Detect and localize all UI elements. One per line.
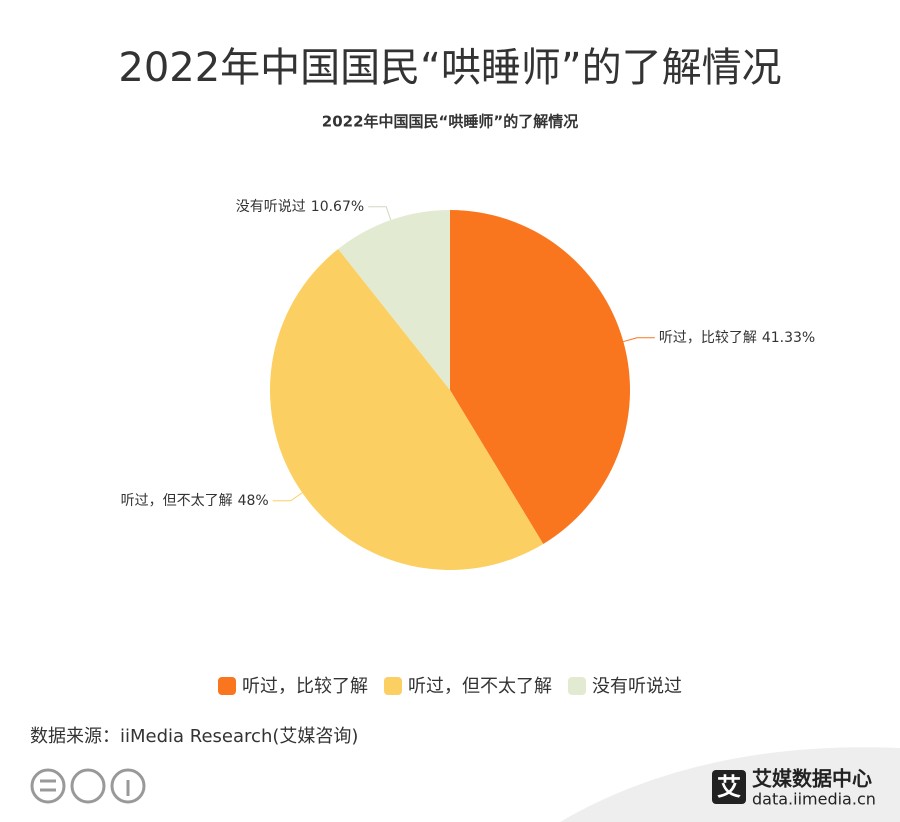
label-value: 41.33% bbox=[762, 330, 815, 346]
data-label: 听过，但不太了解 48% bbox=[121, 493, 269, 509]
legend-marker bbox=[568, 677, 586, 695]
license-icons bbox=[30, 768, 146, 804]
source: 数据来源：iiMedia Research(艾媒咨询) bbox=[30, 726, 358, 747]
label-value: 10.67% bbox=[311, 199, 364, 215]
pie-slice bbox=[338, 210, 450, 390]
label-name: 听过，但不太了解 bbox=[121, 493, 233, 509]
legend-marker bbox=[384, 677, 402, 695]
legend-label: 听过，但不太了解 bbox=[408, 676, 552, 697]
label-name: 听过，比较了解 bbox=[659, 330, 757, 346]
leader-line bbox=[272, 492, 303, 502]
leader-line bbox=[368, 206, 392, 221]
brand-icon: 艾 bbox=[717, 773, 741, 801]
leader-line bbox=[623, 337, 655, 343]
pie-slice bbox=[450, 210, 630, 544]
brand-url: data.iimedia.cn bbox=[752, 790, 876, 809]
label-name: 没有听说过 bbox=[236, 199, 306, 215]
legend-label: 听过，比较了解 bbox=[242, 676, 368, 697]
brand-icon-box bbox=[712, 770, 746, 804]
data-label: 听过，比较了解 41.33% bbox=[659, 330, 815, 346]
page-title: 2022年中国国民“哄睡师”的了解情况 bbox=[118, 45, 781, 91]
pie-slice bbox=[269, 248, 544, 571]
legend-label: 没有听说过 bbox=[592, 676, 682, 697]
chart-title: 2022年中国国民“哄睡师”的了解情况 bbox=[322, 113, 578, 131]
legend-marker bbox=[218, 677, 236, 695]
brand-name: 艾媒数据中心 bbox=[752, 767, 872, 791]
data-label: 没有听说过 10.67% bbox=[236, 199, 364, 215]
label-value: 48% bbox=[238, 493, 269, 509]
